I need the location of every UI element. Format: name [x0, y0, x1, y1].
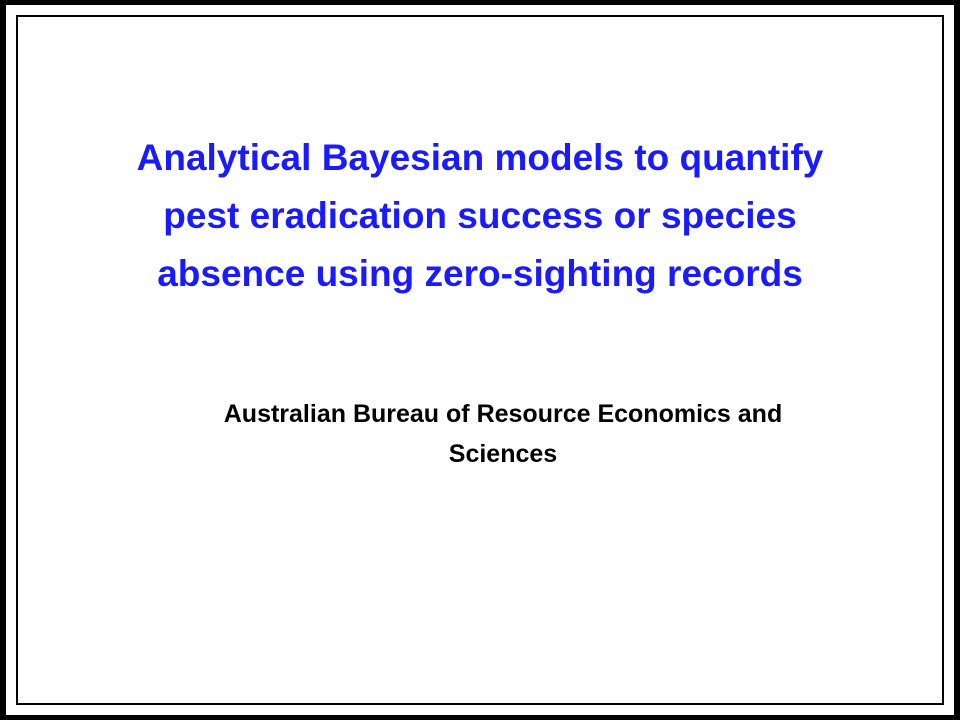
- slide-title-line: absence using zero-sighting records: [157, 253, 803, 294]
- affiliation-line: Australian Bureau of Resource Economics …: [223, 400, 783, 428]
- slide-title-line: Analytical Bayesian models to quantify: [136, 137, 824, 178]
- slide-title-line: pest eradication success or species: [163, 195, 797, 236]
- affiliation-line: Sciences: [448, 440, 558, 468]
- slide-affiliation: Australian Bureau of Resource Economics …: [128, 394, 878, 474]
- slide-inner-frame: Analytical Bayesian models to quantify p…: [16, 15, 944, 705]
- slide-outer-frame: Analytical Bayesian models to quantify p…: [6, 5, 954, 715]
- slide-title: Analytical Bayesian models to quantify p…: [18, 129, 942, 303]
